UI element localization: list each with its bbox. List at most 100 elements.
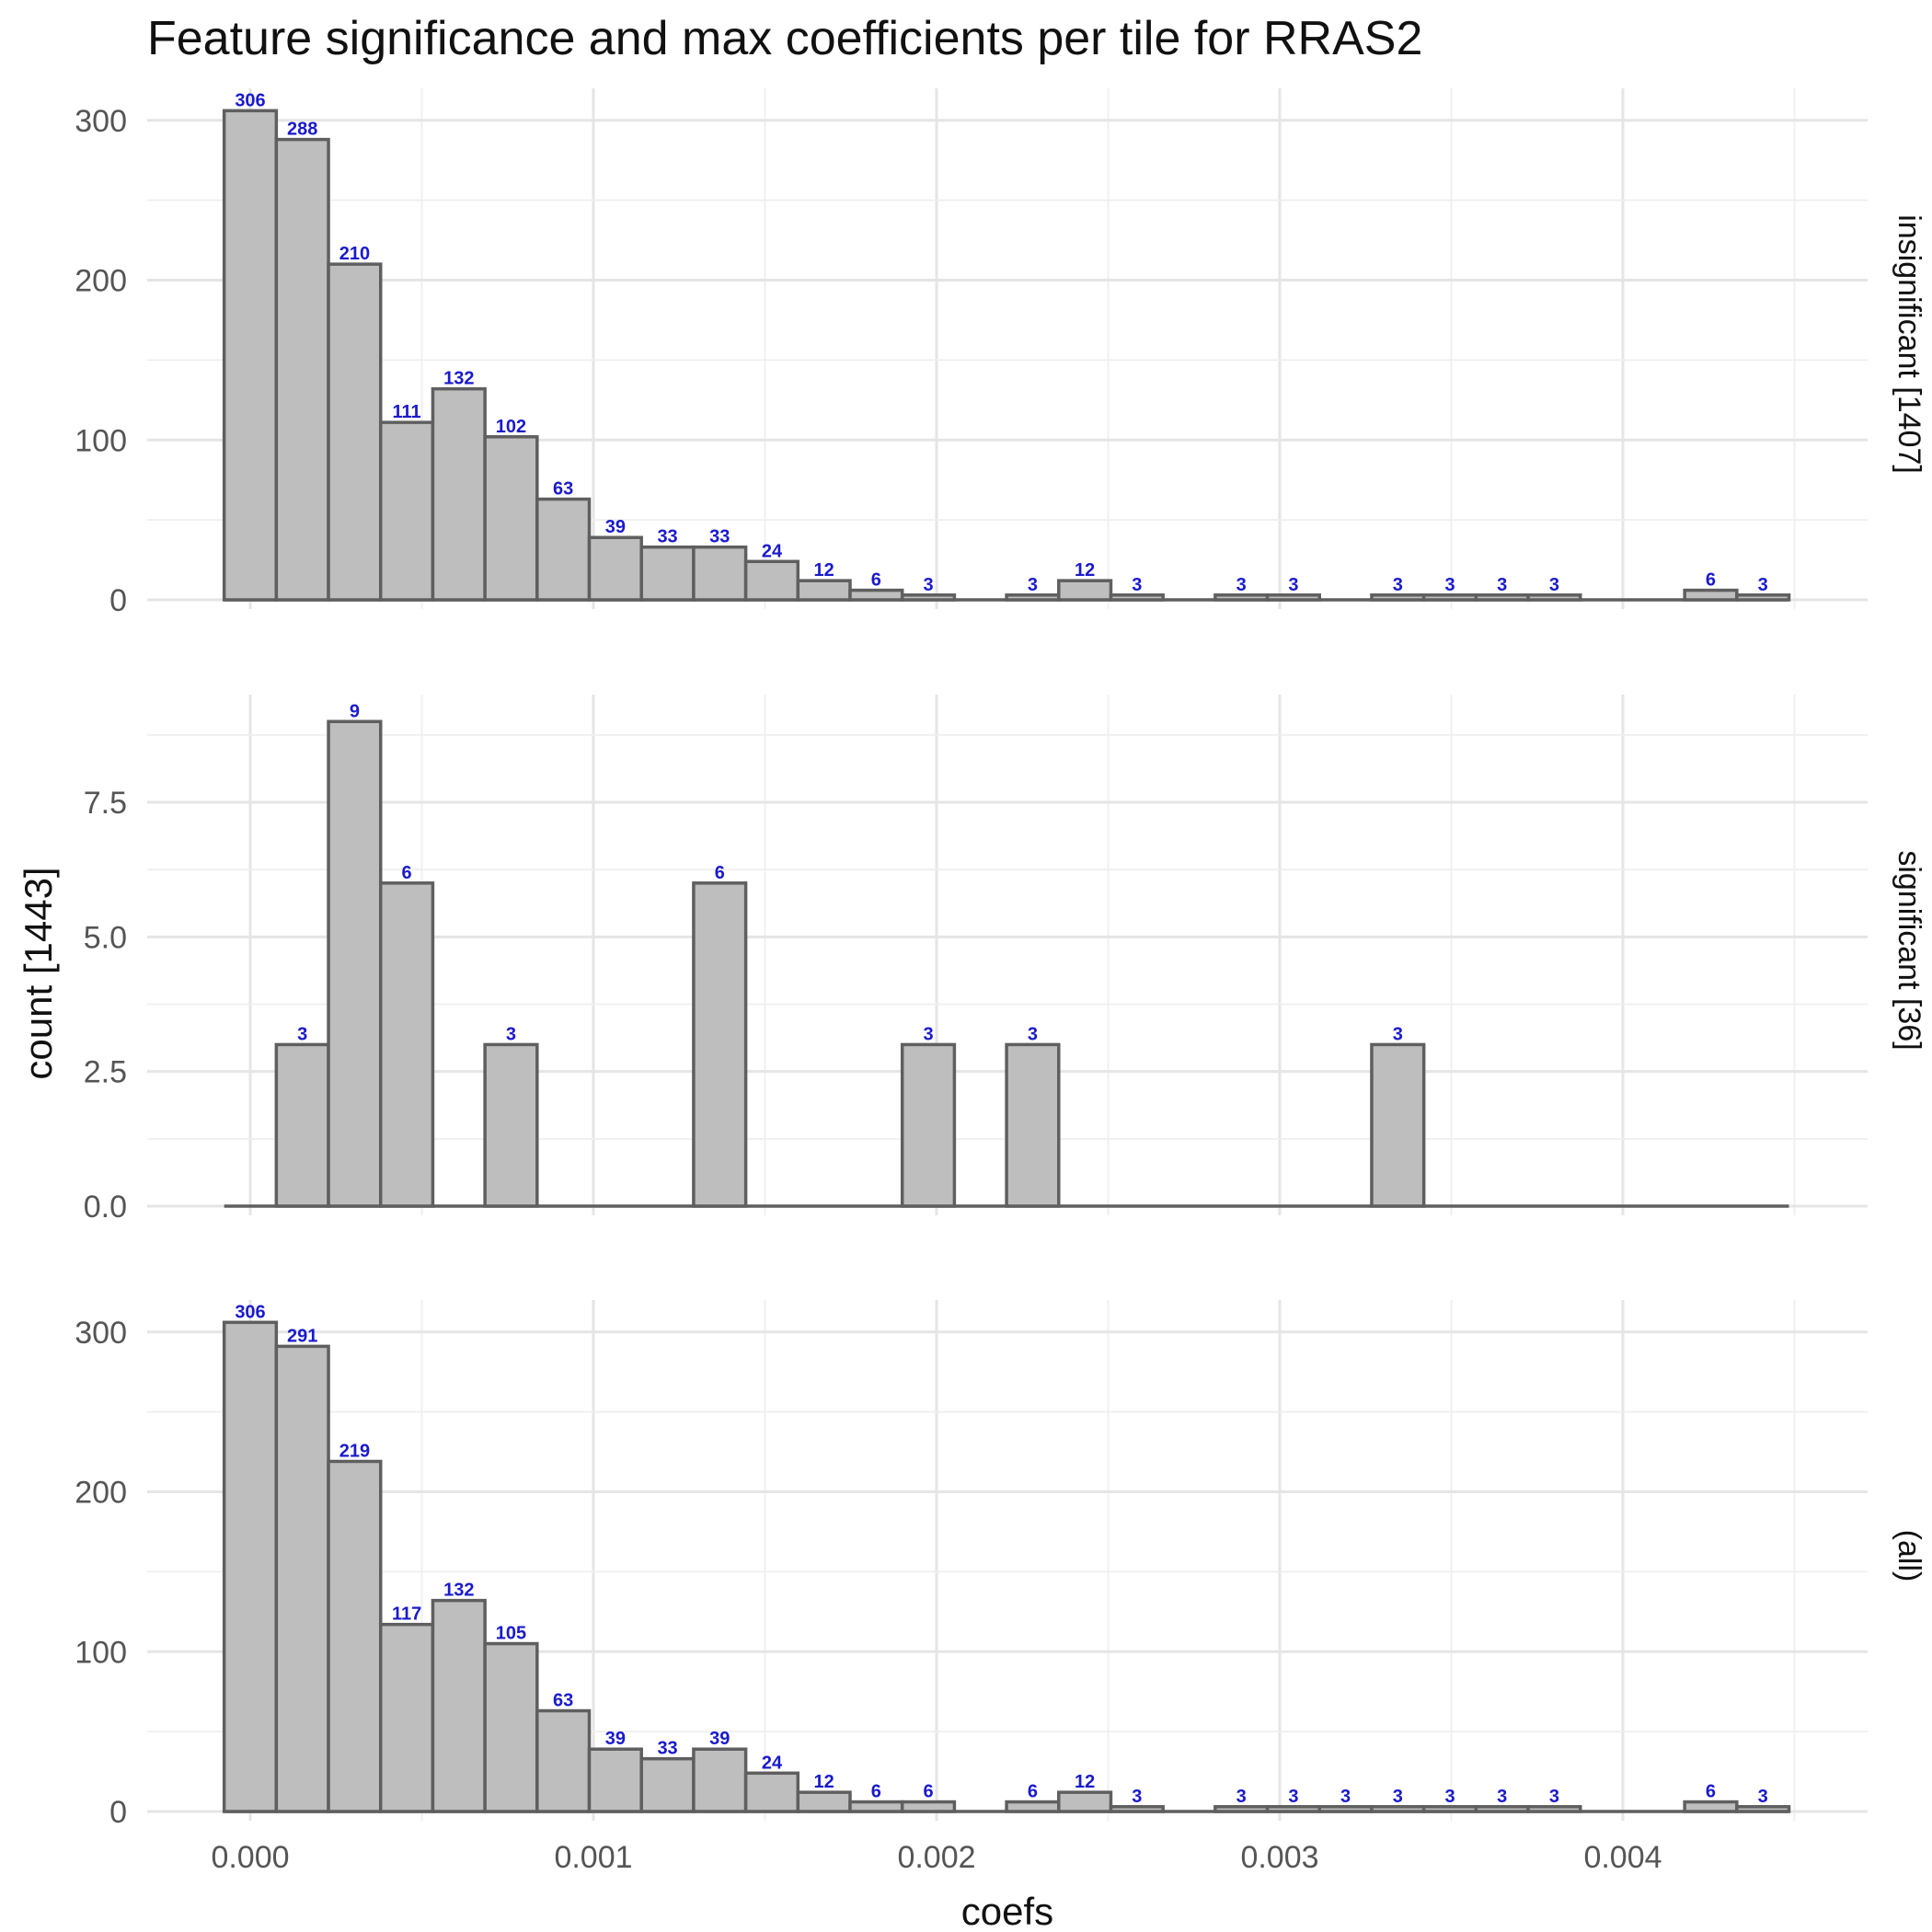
facet-strip-label: (all): [1892, 1530, 1926, 1582]
bar-value-label: 12: [1075, 1772, 1095, 1792]
bar-value-label: 24: [762, 1753, 783, 1773]
bar-value-label: 105: [496, 1624, 526, 1644]
bar-value-label: 3: [1236, 575, 1247, 595]
histogram-bar: [587, 535, 643, 602]
bar-value-label: 6: [715, 863, 725, 883]
facet-strip-label: significant [36]: [1892, 850, 1926, 1050]
bar-value-label: 3: [1758, 1787, 1768, 1807]
histogram-bar: [1526, 593, 1582, 602]
bar-value-label: 3: [923, 575, 933, 595]
bar-value-label: 210: [339, 244, 370, 264]
y-tick-label: 2.5: [84, 1055, 127, 1090]
histogram-bar: [796, 579, 852, 602]
histogram-bar: [1213, 593, 1270, 602]
histogram-bar: [743, 559, 800, 602]
histogram-bar: [327, 262, 383, 602]
bar-value-label: 132: [443, 1581, 474, 1601]
histogram-bar: [483, 1641, 539, 1813]
bar-value-label: 3: [1444, 575, 1455, 595]
bar-value-label: 63: [553, 1691, 573, 1711]
bar-value-label: 12: [1075, 560, 1095, 581]
bar-value-label: 3: [1549, 575, 1559, 595]
x-tick-label: 0.000: [211, 1840, 289, 1875]
bar-value-label: 3: [1028, 575, 1038, 595]
bar-value-label: 63: [553, 479, 573, 500]
y-tick-label: 300: [75, 104, 127, 139]
histogram-bar: [1005, 593, 1061, 602]
histogram-bar: [639, 1756, 696, 1813]
bar-value-label: 3: [1236, 1787, 1247, 1807]
histogram-bar: [378, 1622, 435, 1813]
histogram-bar: [483, 435, 539, 602]
histogram-bar: [378, 420, 435, 602]
y-tick-label: 0.0: [84, 1190, 127, 1225]
histogram-bar: [796, 1790, 852, 1813]
histogram-bar: [692, 545, 748, 602]
x-tick-label: 0.002: [897, 1840, 975, 1875]
histogram-bar: [327, 719, 383, 1208]
histogram-bar: [1683, 1800, 1739, 1813]
histogram-bar: [1109, 1805, 1165, 1813]
x-tick-label: 0.001: [554, 1840, 632, 1875]
bar-value-label: 3: [923, 1024, 933, 1044]
histogram-bar: [1474, 593, 1530, 602]
bar-value-label: 33: [657, 1739, 677, 1759]
y-tick-label: 7.5: [84, 786, 127, 821]
histogram-bar: [535, 497, 592, 602]
bar-value-label: 24: [762, 541, 783, 561]
y-tick-label: 100: [75, 1635, 127, 1670]
bar-value-label: 3: [1393, 575, 1403, 595]
bar-value-label: 6: [871, 570, 881, 591]
histogram-bar: [274, 1344, 330, 1813]
bar-value-label: 39: [605, 1729, 626, 1749]
histogram-bar: [692, 881, 748, 1208]
y-tick-label: 300: [75, 1316, 127, 1351]
histogram-bar: [900, 593, 957, 602]
histogram-bar: [1370, 1805, 1426, 1813]
bar-value-label: 111: [393, 402, 421, 422]
histogram-bar: [848, 1800, 904, 1813]
bar-value-label: 3: [1444, 1787, 1455, 1807]
histogram-bar: [274, 137, 330, 602]
histogram-bar: [483, 1042, 539, 1208]
histogram-bar: [1421, 1805, 1478, 1813]
bar-value-label: 102: [496, 417, 526, 437]
histogram-bar: [1265, 593, 1322, 602]
bar-value-label: 9: [350, 701, 360, 721]
histogram-bar: [274, 1042, 330, 1208]
histogram-bar: [1057, 579, 1113, 602]
chart-title: Feature significance and max coefficient…: [147, 12, 1423, 65]
bar-value-label: 132: [443, 369, 474, 389]
histogram-bar: [222, 109, 279, 602]
histogram-bar: [900, 1800, 957, 1813]
bar-value-label: 306: [235, 1302, 265, 1322]
bar-value-label: 219: [339, 1441, 370, 1461]
histogram-bar: [1735, 593, 1791, 602]
bar-value-label: 3: [1393, 1787, 1403, 1807]
bar-value-label: 117: [392, 1604, 421, 1625]
y-axis-title: count [1443]: [17, 867, 60, 1079]
histogram-bar: [1317, 1805, 1374, 1813]
bar-value-label: 6: [1706, 570, 1716, 591]
bar-value-label: 3: [1340, 1787, 1351, 1807]
x-tick-label: 0.004: [1583, 1840, 1662, 1875]
histogram-bar: [1683, 588, 1739, 602]
y-tick-label: 0: [109, 1795, 127, 1830]
histogram-bar: [587, 1747, 643, 1813]
histogram-bar: [1109, 593, 1165, 602]
histogram-bar: [1370, 1042, 1426, 1208]
y-tick-label: 0: [109, 583, 127, 618]
histogram-bar: [431, 386, 487, 602]
bar-value-label: 3: [1497, 575, 1507, 595]
bar-value-label: 291: [287, 1326, 317, 1346]
bar-value-label: 12: [814, 560, 834, 581]
bar-value-label: 6: [1706, 1782, 1716, 1802]
histogram-bar: [1526, 1805, 1582, 1813]
bar-value-label: 12: [814, 1772, 834, 1792]
histogram-bar: [378, 881, 435, 1208]
y-tick-label: 5.0: [84, 920, 127, 955]
bar-value-label: 3: [1028, 1024, 1038, 1044]
